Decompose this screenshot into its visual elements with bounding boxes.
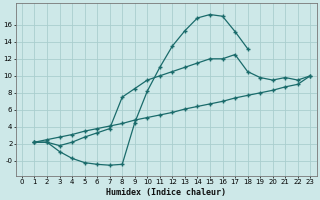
X-axis label: Humidex (Indice chaleur): Humidex (Indice chaleur) [106,188,226,197]
